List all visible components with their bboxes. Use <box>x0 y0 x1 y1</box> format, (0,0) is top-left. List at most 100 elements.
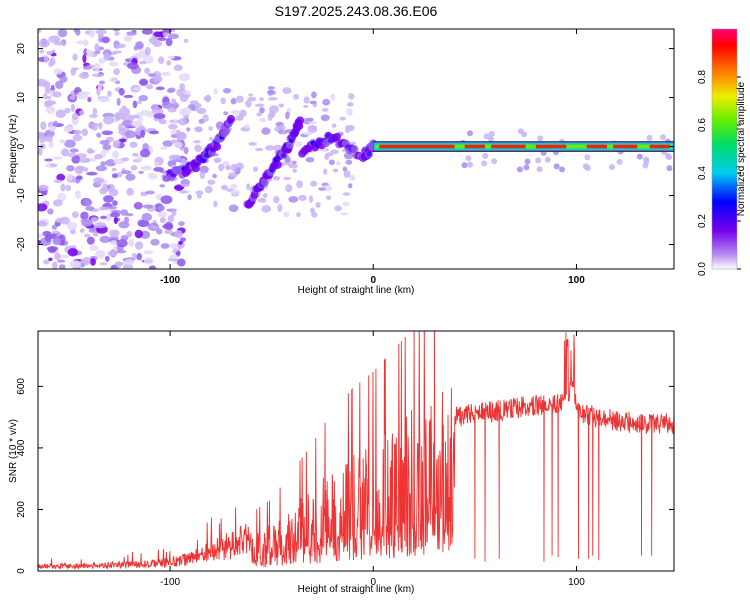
spectral-blob <box>349 174 356 181</box>
spectral-blob <box>72 211 79 219</box>
spectral-blob <box>178 221 185 226</box>
spectral-blob <box>141 213 153 222</box>
spectral-blob <box>52 199 63 207</box>
spectral-blob <box>59 139 67 144</box>
spectral-blob <box>143 257 154 265</box>
spectral-blob <box>66 221 78 231</box>
spectral-blob <box>195 190 204 196</box>
spectral-blob <box>225 165 231 171</box>
x-tick-label: 0 <box>370 577 376 588</box>
spectral-blob <box>247 96 257 102</box>
spectral-blob <box>126 31 137 36</box>
spectral-blob <box>157 205 165 211</box>
spectral-blob <box>223 111 229 116</box>
spectral-blob <box>98 57 106 64</box>
spectral-blob <box>179 190 188 194</box>
spectral-blob <box>94 43 100 52</box>
y-tick-label: 10 <box>16 92 27 104</box>
spectral-blob <box>277 204 283 212</box>
spectral-blob <box>38 29 42 33</box>
spectral-blob <box>208 126 213 131</box>
spectral-blob <box>255 147 264 152</box>
chart-title: S197.2025.243.08.36.E06 <box>275 3 438 19</box>
spectral-blob <box>98 122 103 130</box>
spectral-blob <box>157 211 167 218</box>
spectral-blob <box>125 130 136 139</box>
spectral-blob <box>123 216 130 224</box>
spectral-blob <box>296 212 301 218</box>
spectral-blob <box>53 179 62 183</box>
spectral-blob <box>311 211 318 218</box>
spectral-blob <box>167 87 176 93</box>
spectral-blob <box>116 239 128 248</box>
spectral-blob <box>48 35 60 43</box>
spectral-blob <box>324 154 330 161</box>
x-tick-label: 100 <box>568 275 585 286</box>
tonal-line-core <box>379 144 455 149</box>
colorbar-gradient <box>711 28 738 270</box>
spectral-blob <box>58 264 66 269</box>
spectral-blob <box>69 148 79 153</box>
spectral-blob <box>153 167 164 172</box>
spectral-blob <box>125 173 136 181</box>
spectral-blob <box>114 31 120 36</box>
spectral-blob <box>169 254 178 260</box>
spectral-blob <box>130 165 138 171</box>
spectral-blob <box>170 98 177 105</box>
spectral-blob <box>51 224 58 230</box>
spectral-blob <box>109 240 118 246</box>
spectral-blob <box>160 243 170 249</box>
spectral-blob <box>113 216 118 225</box>
y-tick-label: 0 <box>16 143 27 149</box>
y-tick-label: 20 <box>16 43 27 55</box>
spectral-blob <box>86 171 98 176</box>
spectral-blob <box>227 114 236 123</box>
spectral-blob <box>120 170 132 175</box>
spectral-blob <box>48 140 54 149</box>
spectral-blob <box>65 184 72 192</box>
spectral-blob <box>130 120 143 128</box>
spectral-blob <box>142 204 154 209</box>
spectral-blob <box>267 89 276 96</box>
spectral-blob <box>523 164 530 171</box>
spectral-blob <box>140 165 152 171</box>
spectral-blob <box>660 134 667 141</box>
spectral-blob <box>323 168 328 175</box>
spectral-blob <box>38 233 44 238</box>
spectral-blob <box>38 147 43 156</box>
spectral-blob <box>308 195 314 203</box>
spectral-blob <box>131 253 138 260</box>
spectral-blob <box>553 163 560 170</box>
spectral-blob <box>100 161 107 166</box>
spectral-blob <box>332 168 339 173</box>
spectral-blob <box>87 96 92 103</box>
spectral-blob <box>75 175 83 180</box>
spectral-blob <box>180 178 190 186</box>
spectral-blob <box>157 37 167 41</box>
spectral-blob <box>84 233 91 238</box>
spectral-blob <box>109 236 120 240</box>
spectral-blob <box>138 170 144 174</box>
spectral-blob <box>178 73 191 81</box>
spectral-blob <box>53 68 63 75</box>
spectral-blob <box>309 100 317 105</box>
y-tick-label: -20 <box>16 237 27 252</box>
spectral-blob <box>162 140 173 147</box>
spectral-blob <box>303 104 309 108</box>
y-tick-label: -10 <box>16 188 27 203</box>
spectral-blob <box>103 115 114 125</box>
snr-ylabel: SNR (10 * v/v) <box>8 419 19 483</box>
spectral-blob <box>273 195 280 204</box>
spectral-blob <box>78 110 85 116</box>
spectral-blob <box>90 258 96 266</box>
spectral-blob <box>334 205 342 212</box>
spectral-blob <box>52 156 63 160</box>
spectral-blob <box>144 46 151 56</box>
spectral-blob <box>584 154 591 161</box>
spectral-blob <box>483 133 490 140</box>
spectral-blob <box>53 120 58 127</box>
spectral-blob <box>88 29 95 38</box>
spectral-blob <box>166 60 172 66</box>
spectral-blob <box>203 95 212 102</box>
spectral-blob <box>136 155 143 162</box>
